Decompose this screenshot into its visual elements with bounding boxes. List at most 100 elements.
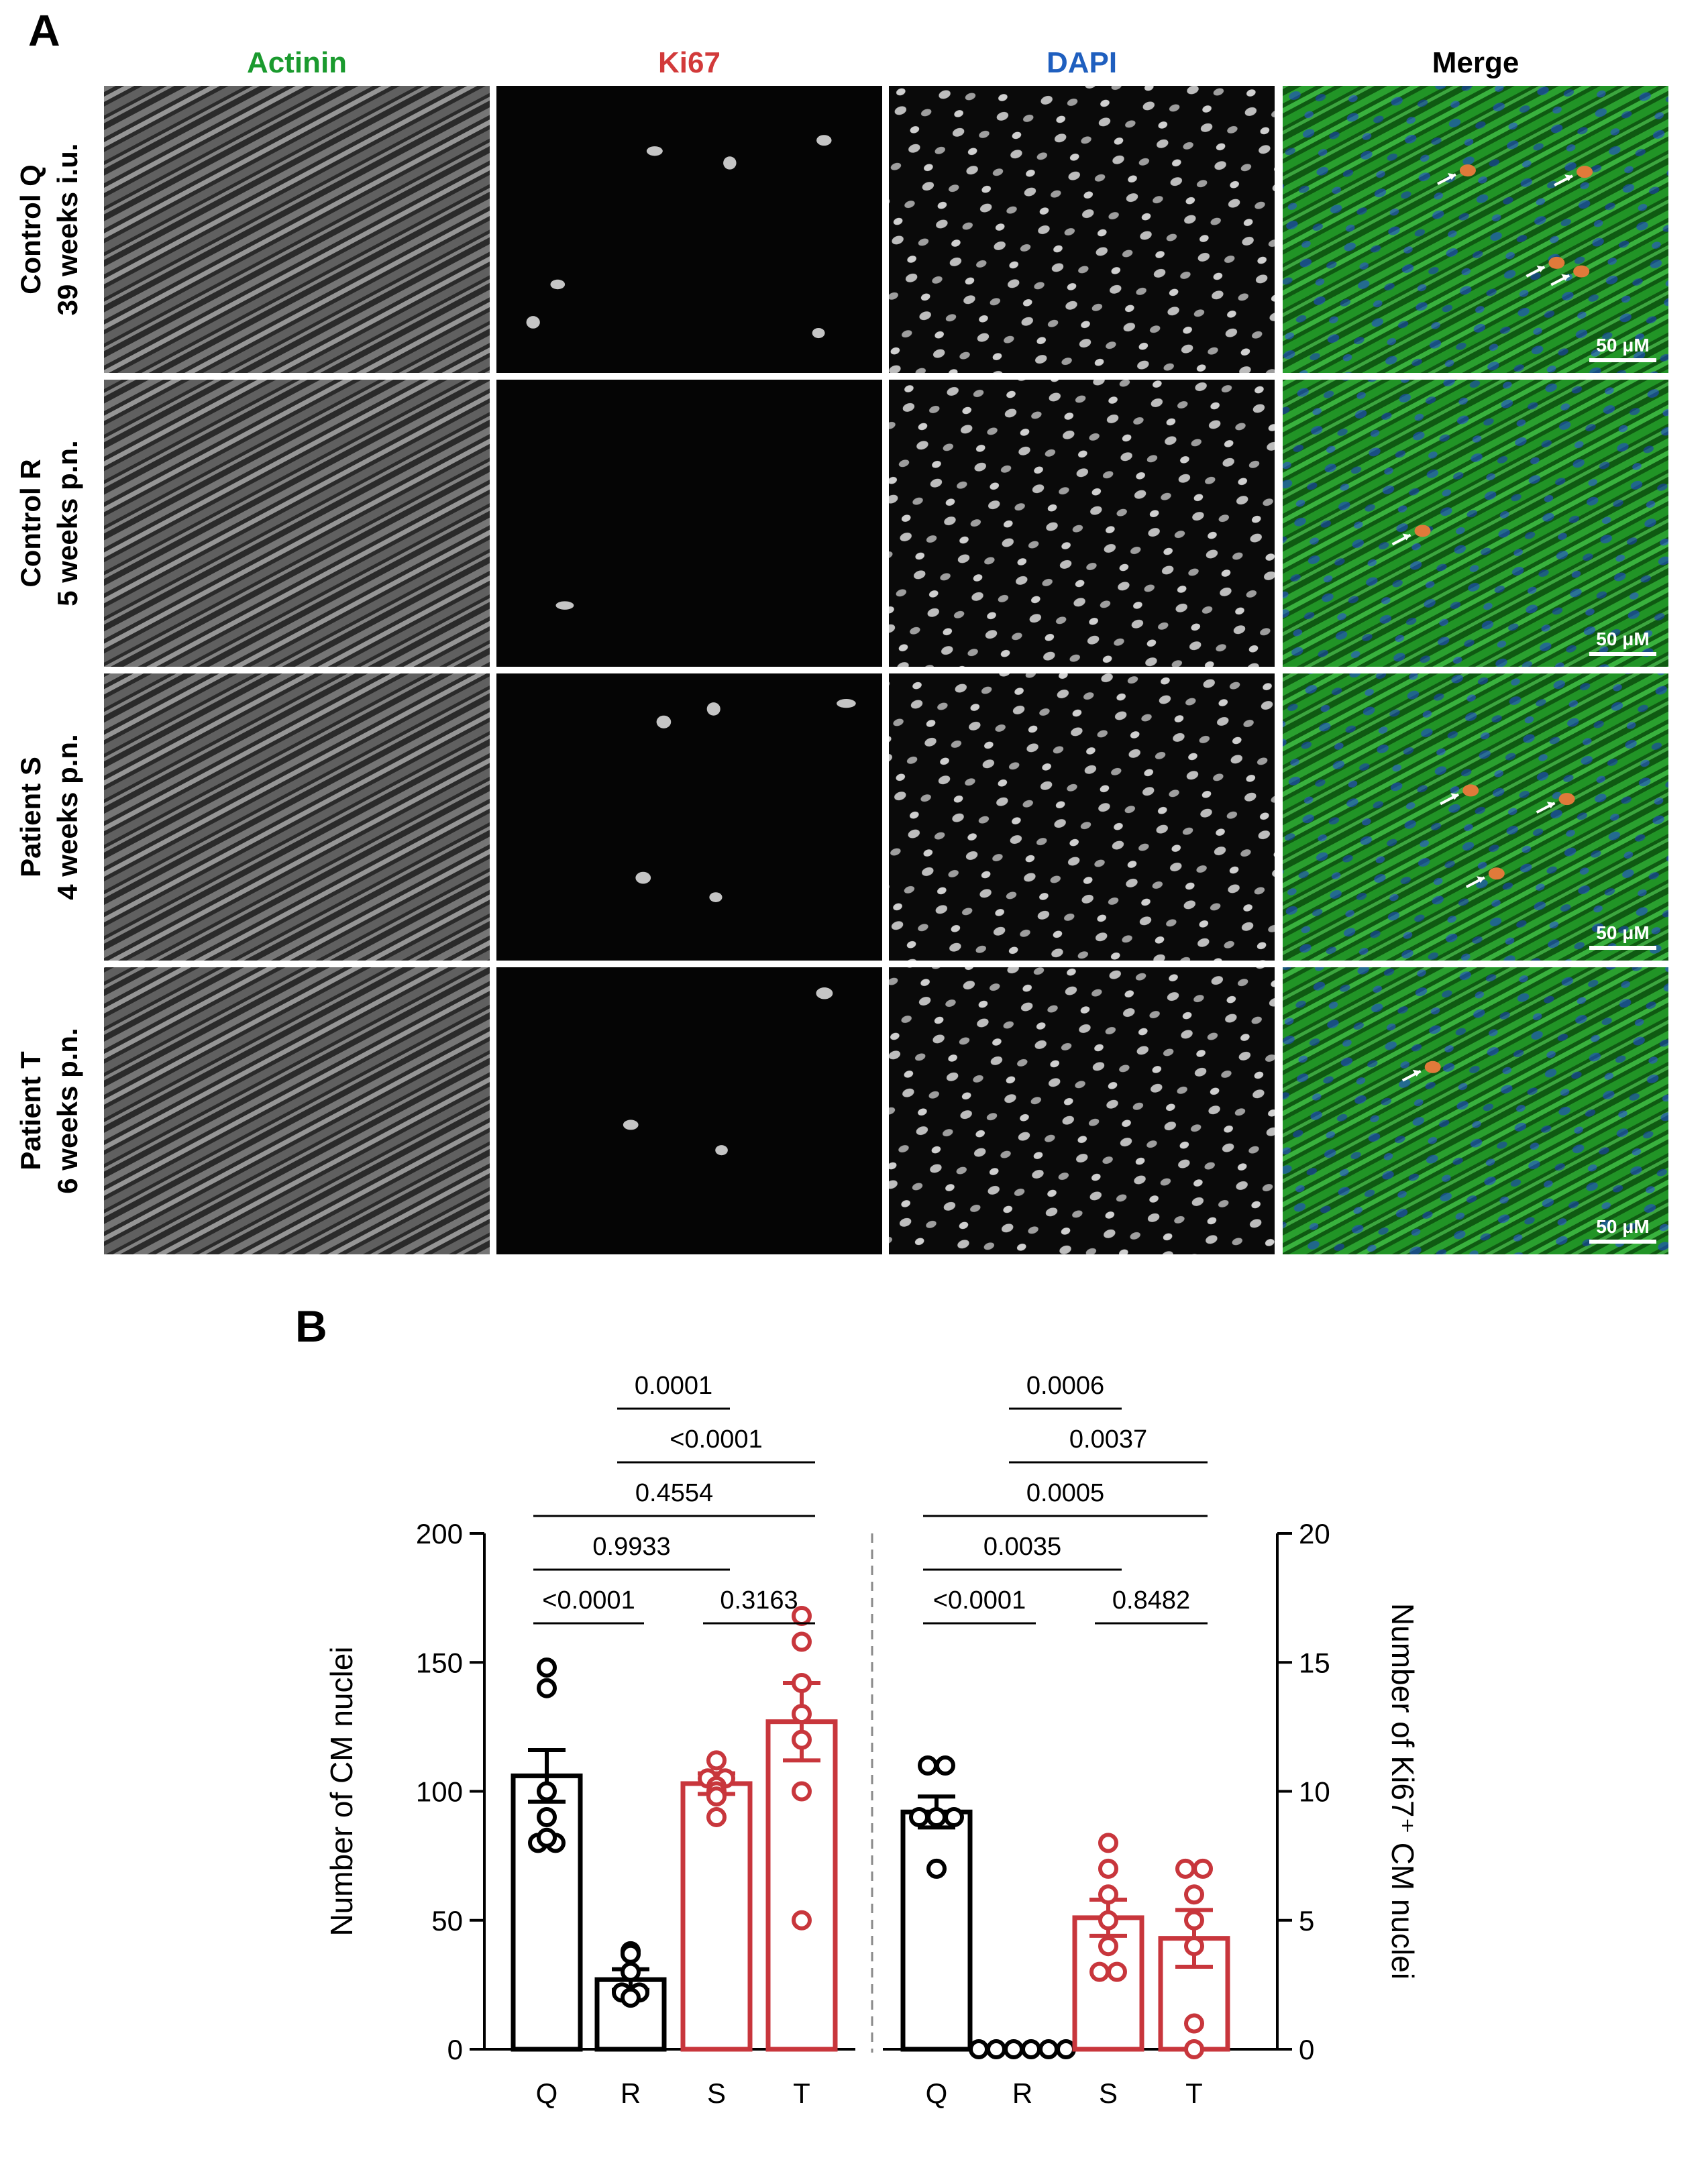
bar-t: [765, 1719, 838, 2052]
y-tick-label: 200: [416, 1518, 463, 1550]
y-tick-label: 150: [416, 1647, 463, 1678]
data-point: [1184, 2013, 1204, 2034]
y-tick-label: 20: [1299, 1518, 1330, 1550]
panel-a-letter: A: [28, 5, 60, 55]
p-value-label: 0.3163: [720, 1586, 798, 1615]
merge-ki67-spot: [1459, 164, 1476, 177]
p-value-label: 0.0037: [1069, 1425, 1147, 1454]
p-value-label: <0.0001: [670, 1425, 762, 1454]
y-axis-title: Number of Ki67⁺ CM nuclei: [1385, 1603, 1420, 1979]
ki67-spot: [623, 1120, 639, 1130]
data-point: [909, 1806, 929, 1827]
x-tick-label: S: [1099, 2077, 1118, 2109]
data-point: [537, 1678, 557, 1698]
ki67-spot: [555, 601, 574, 610]
p-value-label: 0.0035: [983, 1533, 1061, 1561]
ki67-spot: [812, 327, 825, 339]
data-point: [706, 1806, 727, 1827]
x-tick-label: Q: [926, 2077, 948, 2109]
column-header-dapi: DAPI: [1047, 46, 1117, 79]
data-point: [1089, 1961, 1110, 1982]
actinin-image: [104, 967, 490, 1254]
arrow-icon: [1561, 274, 1570, 281]
p-value-label: 0.9933: [592, 1533, 670, 1561]
data-point: [1107, 1961, 1127, 1982]
arrow-icon: [1476, 876, 1485, 883]
data-point: [1175, 1858, 1195, 1879]
row-label-line1: Patient T: [15, 1051, 46, 1171]
data-point: [792, 1673, 812, 1694]
ki67-spot: [709, 892, 723, 902]
arrow-icon: [1564, 174, 1573, 182]
data-point: [706, 1750, 727, 1771]
data-point: [792, 1631, 812, 1652]
panel-a: Actinin Ki67 DAPI Merge Control Q 39 weeks i.…: [15, 46, 1668, 1254]
dapi-image: [889, 967, 1275, 1254]
data-point: [1184, 1884, 1204, 1905]
arrow-icon: [1450, 793, 1459, 800]
arrow-icon: [1402, 533, 1411, 541]
data-point: [1038, 2039, 1059, 2059]
merge-ki67-spot: [1462, 784, 1479, 797]
ki67-image: [496, 86, 882, 373]
ki67-image: [496, 967, 882, 1254]
row-label-line1: Patient S: [15, 757, 46, 877]
data-point: [537, 1806, 557, 1827]
scale-bar: [1589, 946, 1656, 950]
y-tick-label: 100: [416, 1776, 463, 1808]
data-point: [918, 1755, 938, 1776]
data-point: [926, 1806, 947, 1827]
data-point: [1098, 1833, 1118, 1853]
actinin-image: [104, 673, 490, 961]
data-point: [1184, 2039, 1204, 2059]
data-point: [621, 1961, 641, 1982]
data-point: [944, 1806, 964, 1827]
ki67-spot: [550, 279, 566, 290]
merge-ki67-spot: [1414, 525, 1431, 537]
data-point: [1098, 1858, 1118, 1879]
merge-nuclei-overlay: [1283, 967, 1668, 1254]
ki67-spot: [723, 156, 737, 170]
ki67-spot: [635, 871, 651, 884]
data-point: [935, 1755, 955, 1776]
row-label-line2: 4 weeks p.n.: [52, 734, 83, 900]
y-tick-label: 15: [1299, 1647, 1330, 1678]
dapi-image: [889, 86, 1275, 373]
data-point: [537, 1657, 557, 1678]
p-value-label: <0.0001: [933, 1586, 1026, 1615]
ki67-spot: [706, 702, 720, 716]
scale-bar-label: 50 μM: [1596, 1216, 1649, 1237]
arrow-icon: [1447, 173, 1456, 180]
merge-ki67-spot: [1573, 265, 1590, 278]
data-point: [792, 1729, 812, 1750]
p-value-label: 0.0006: [1026, 1372, 1104, 1400]
actinin-image: [104, 380, 490, 667]
merge-ki67-spot: [1424, 1061, 1441, 1073]
column-header-ki67: Ki67: [658, 46, 720, 79]
scale-bar-label: 50 μM: [1596, 629, 1649, 649]
actinin-image: [104, 86, 490, 373]
ki67-spot: [715, 1145, 728, 1156]
merge-nuclei-overlay: [1283, 86, 1668, 373]
ki67-image: [496, 380, 882, 667]
arrow-icon: [1412, 1069, 1421, 1077]
data-point: [706, 1786, 727, 1807]
dapi-image: [889, 380, 1275, 667]
row-label-line2: 6 weeks p.n.: [52, 1028, 83, 1193]
p-value-label: 0.4554: [635, 1479, 713, 1507]
merge-nuclei-overlay: [1283, 673, 1668, 961]
data-point: [792, 1781, 812, 1802]
merge-ki67-spot: [1577, 166, 1593, 178]
y-tick-label: 0: [1299, 2034, 1314, 2065]
data-point: [986, 2039, 1006, 2059]
x-tick-label: T: [793, 2077, 810, 2109]
data-point: [1021, 2039, 1041, 2059]
ki67-spot: [816, 987, 833, 999]
data-point: [1184, 1936, 1204, 1957]
data-point: [1056, 2039, 1076, 2059]
bar-q: [900, 1809, 973, 2052]
arrow-icon: [1546, 802, 1555, 809]
row-label-line1: Control Q: [15, 164, 46, 294]
merge-ki67-spot: [1558, 793, 1575, 806]
